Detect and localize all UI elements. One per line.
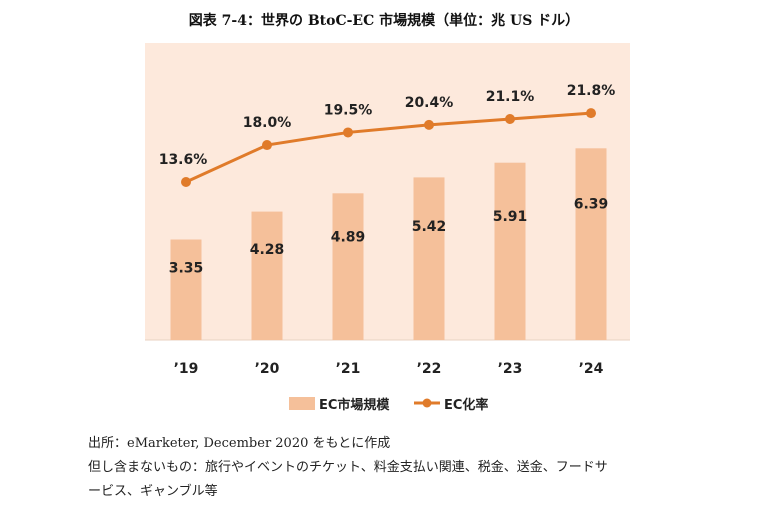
bar-value-label: 5.42 <box>412 219 447 235</box>
x-tick-label: ’19 <box>174 361 199 377</box>
ec-rate-line <box>185 111 592 184</box>
bar <box>494 162 526 340</box>
bar <box>413 177 445 340</box>
x-tick-label: ’22 <box>417 361 442 377</box>
bar-value-label: 5.91 <box>493 209 528 225</box>
source-notes: 出所：eMarketer, December 2020 をもとに作成 但し含まな… <box>88 432 728 504</box>
bar <box>332 193 364 340</box>
line-marker <box>505 114 515 124</box>
source-line: 出所：eMarketer, December 2020 をもとに作成 <box>88 436 391 451</box>
exclusion-line: 但し含まないもの：旅行やイベントのチケット、料金支払い関連、税金、送金、フードサ <box>88 460 608 475</box>
line-marker <box>181 177 191 187</box>
bar-value-label: 4.28 <box>250 242 285 258</box>
bar-value-label: 4.89 <box>331 230 366 246</box>
plot-background <box>145 43 630 340</box>
rate-value-label: 18.0% <box>243 115 292 131</box>
x-tick-label: ’20 <box>255 361 280 377</box>
legend-bar-label: EC市場規模 <box>319 397 390 413</box>
line-marker <box>343 127 353 138</box>
x-tick-label: ’21 <box>336 361 361 377</box>
rate-value-label: 21.1% <box>486 89 535 105</box>
bar <box>251 211 283 340</box>
x-tick-label: ’23 <box>498 361 523 377</box>
rate-value-label: 21.8% <box>567 83 616 99</box>
bar <box>170 239 202 340</box>
chart-title: 図表 7-4：世界の BtoC-EC 市場規模（単位：兆 US ドル） <box>188 13 580 29</box>
rate-value-label: 19.5% <box>324 102 373 118</box>
rate-value-label: 13.6% <box>159 152 208 168</box>
rate-value-label: 20.4% <box>405 95 454 111</box>
bar <box>575 148 607 340</box>
bar-value-label: 6.39 <box>574 196 609 212</box>
line-marker <box>586 108 596 119</box>
line-marker <box>262 140 272 151</box>
exclusion-line-continued: ービス、ギャンブル等 <box>88 484 218 499</box>
bar-value-label: 3.35 <box>169 261 204 277</box>
x-tick-label: ’24 <box>579 361 604 377</box>
legend-line-marker <box>422 398 432 408</box>
chart-svg: 3.35 4.28 4.89 5.42 5.91 6.39 13.6% 18.0% 19.5%… <box>145 43 630 413</box>
legend-bar-swatch <box>289 397 315 410</box>
legend-line-label: EC化率 <box>444 397 488 413</box>
line-marker <box>424 119 434 130</box>
